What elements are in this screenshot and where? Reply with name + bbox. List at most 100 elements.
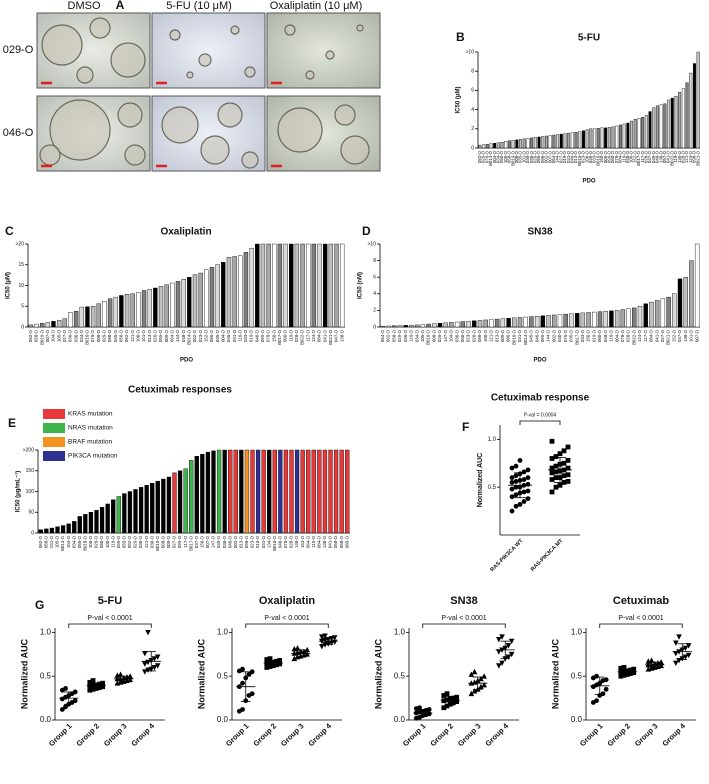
significance-bracket [245, 623, 329, 628]
x-tick-label: RAS-PIK3CA WT [489, 538, 524, 573]
row-label: 029-O [3, 44, 34, 56]
y-axis-label: IC50 (μM) [6, 272, 12, 299]
x-tick-label: 084-O [618, 150, 623, 163]
bar [85, 306, 90, 328]
bar [677, 278, 683, 328]
bar [648, 111, 652, 149]
bar [570, 132, 574, 149]
bar [141, 290, 147, 328]
x-tick-label: 064-O [305, 535, 310, 548]
y-tick-label: 0.5 [571, 671, 583, 680]
x-tick-label: 035-O [569, 329, 574, 342]
x-tick-label: B018-O [82, 535, 87, 550]
x-tick-label: 031-O [517, 329, 522, 342]
point [277, 658, 283, 663]
x-tick-label: 034-O [495, 150, 500, 163]
x-tick-label: 026-O [153, 329, 158, 342]
x-tick-label: 105-O [56, 329, 61, 342]
bar [494, 318, 500, 328]
x-tick-label: 041-O [666, 150, 671, 163]
bar [238, 255, 243, 328]
bar [45, 322, 50, 328]
x-tick-label: 084-O [316, 535, 321, 548]
bar [138, 487, 144, 534]
bar [526, 138, 530, 149]
x-tick-label: 008-O [96, 329, 101, 342]
x-tick-label: 013-O [238, 535, 243, 548]
x-tick-label: 002-O [551, 329, 556, 342]
x-tick-label: 002-O [544, 150, 549, 163]
x-tick-label: 048-O [603, 329, 608, 342]
bar [161, 478, 166, 534]
chart-title: Oxaliplatin [160, 227, 211, 238]
bar [472, 320, 477, 328]
y-tick-label: 8 [373, 258, 376, 264]
x-tick-label: 134-O [266, 535, 271, 548]
bar [437, 323, 443, 328]
bar [306, 243, 311, 328]
bar [130, 293, 135, 328]
x-tick-label: 121-O [684, 150, 689, 163]
x-tick-label: 033-O [592, 150, 597, 163]
bar [493, 142, 497, 149]
x-tick-label: 013-O [494, 329, 499, 342]
point [59, 707, 65, 712]
x-tick-label: 064-O [551, 150, 556, 163]
y-tick-label: 0.0 [217, 715, 229, 724]
point [517, 457, 523, 463]
x-tick-label: 026-O [437, 329, 442, 342]
point [441, 705, 447, 711]
x-tick-label: Group 4 [306, 721, 333, 748]
x-tick-label: 023-O [581, 150, 586, 163]
column-label: DMSO [68, 0, 101, 12]
point [127, 676, 133, 683]
point [451, 700, 456, 705]
x-tick-label: 148-O [294, 535, 299, 548]
x-tick-label: 036-O [138, 535, 143, 548]
bar [563, 313, 568, 328]
bar [652, 107, 656, 149]
bar [175, 281, 181, 328]
bar [546, 315, 551, 328]
bar [198, 272, 203, 328]
point [508, 651, 515, 658]
point [509, 486, 515, 492]
bar [672, 293, 677, 328]
x-tick-label: B019-O [155, 535, 160, 550]
point [513, 463, 519, 469]
point [553, 475, 559, 481]
bar [666, 296, 671, 328]
bar [261, 449, 266, 534]
bar [534, 316, 540, 328]
bar [420, 324, 426, 328]
bar [192, 274, 198, 328]
bar [692, 63, 696, 149]
bar [328, 243, 334, 328]
bar [136, 292, 141, 328]
column-label: Oxaliplatin (10 μM) [270, 0, 363, 12]
x-tick-label: 007-O [205, 535, 210, 548]
significance-bracket [68, 623, 152, 628]
y-tick-label: 1.0 [488, 437, 497, 443]
legend-swatch [43, 451, 65, 461]
bar [317, 243, 322, 328]
bar [678, 92, 682, 149]
significance-bracket [422, 623, 506, 628]
organoids [39, 17, 370, 169]
x-tick-label: 099-O [540, 329, 545, 342]
panel-letter: C [5, 224, 14, 238]
x-tick-label: 013-O [573, 150, 578, 163]
x-tick-label: 062-O [38, 535, 43, 548]
bar [73, 311, 79, 328]
x-tick-label: B019-O [39, 329, 44, 344]
x-tick-label: 029-O [133, 535, 138, 548]
x-tick-label: 048-O [655, 150, 660, 163]
x-tick-label: 138-O [658, 150, 663, 163]
bar [596, 128, 600, 149]
y-axis-label: Normalized AUC [196, 638, 206, 709]
point [676, 634, 682, 640]
point [478, 675, 484, 682]
annotation: P-val = 0.0004 [524, 412, 557, 418]
x-tick-label: 004-O [614, 329, 619, 342]
x-tick-label: 152-O [203, 329, 208, 342]
